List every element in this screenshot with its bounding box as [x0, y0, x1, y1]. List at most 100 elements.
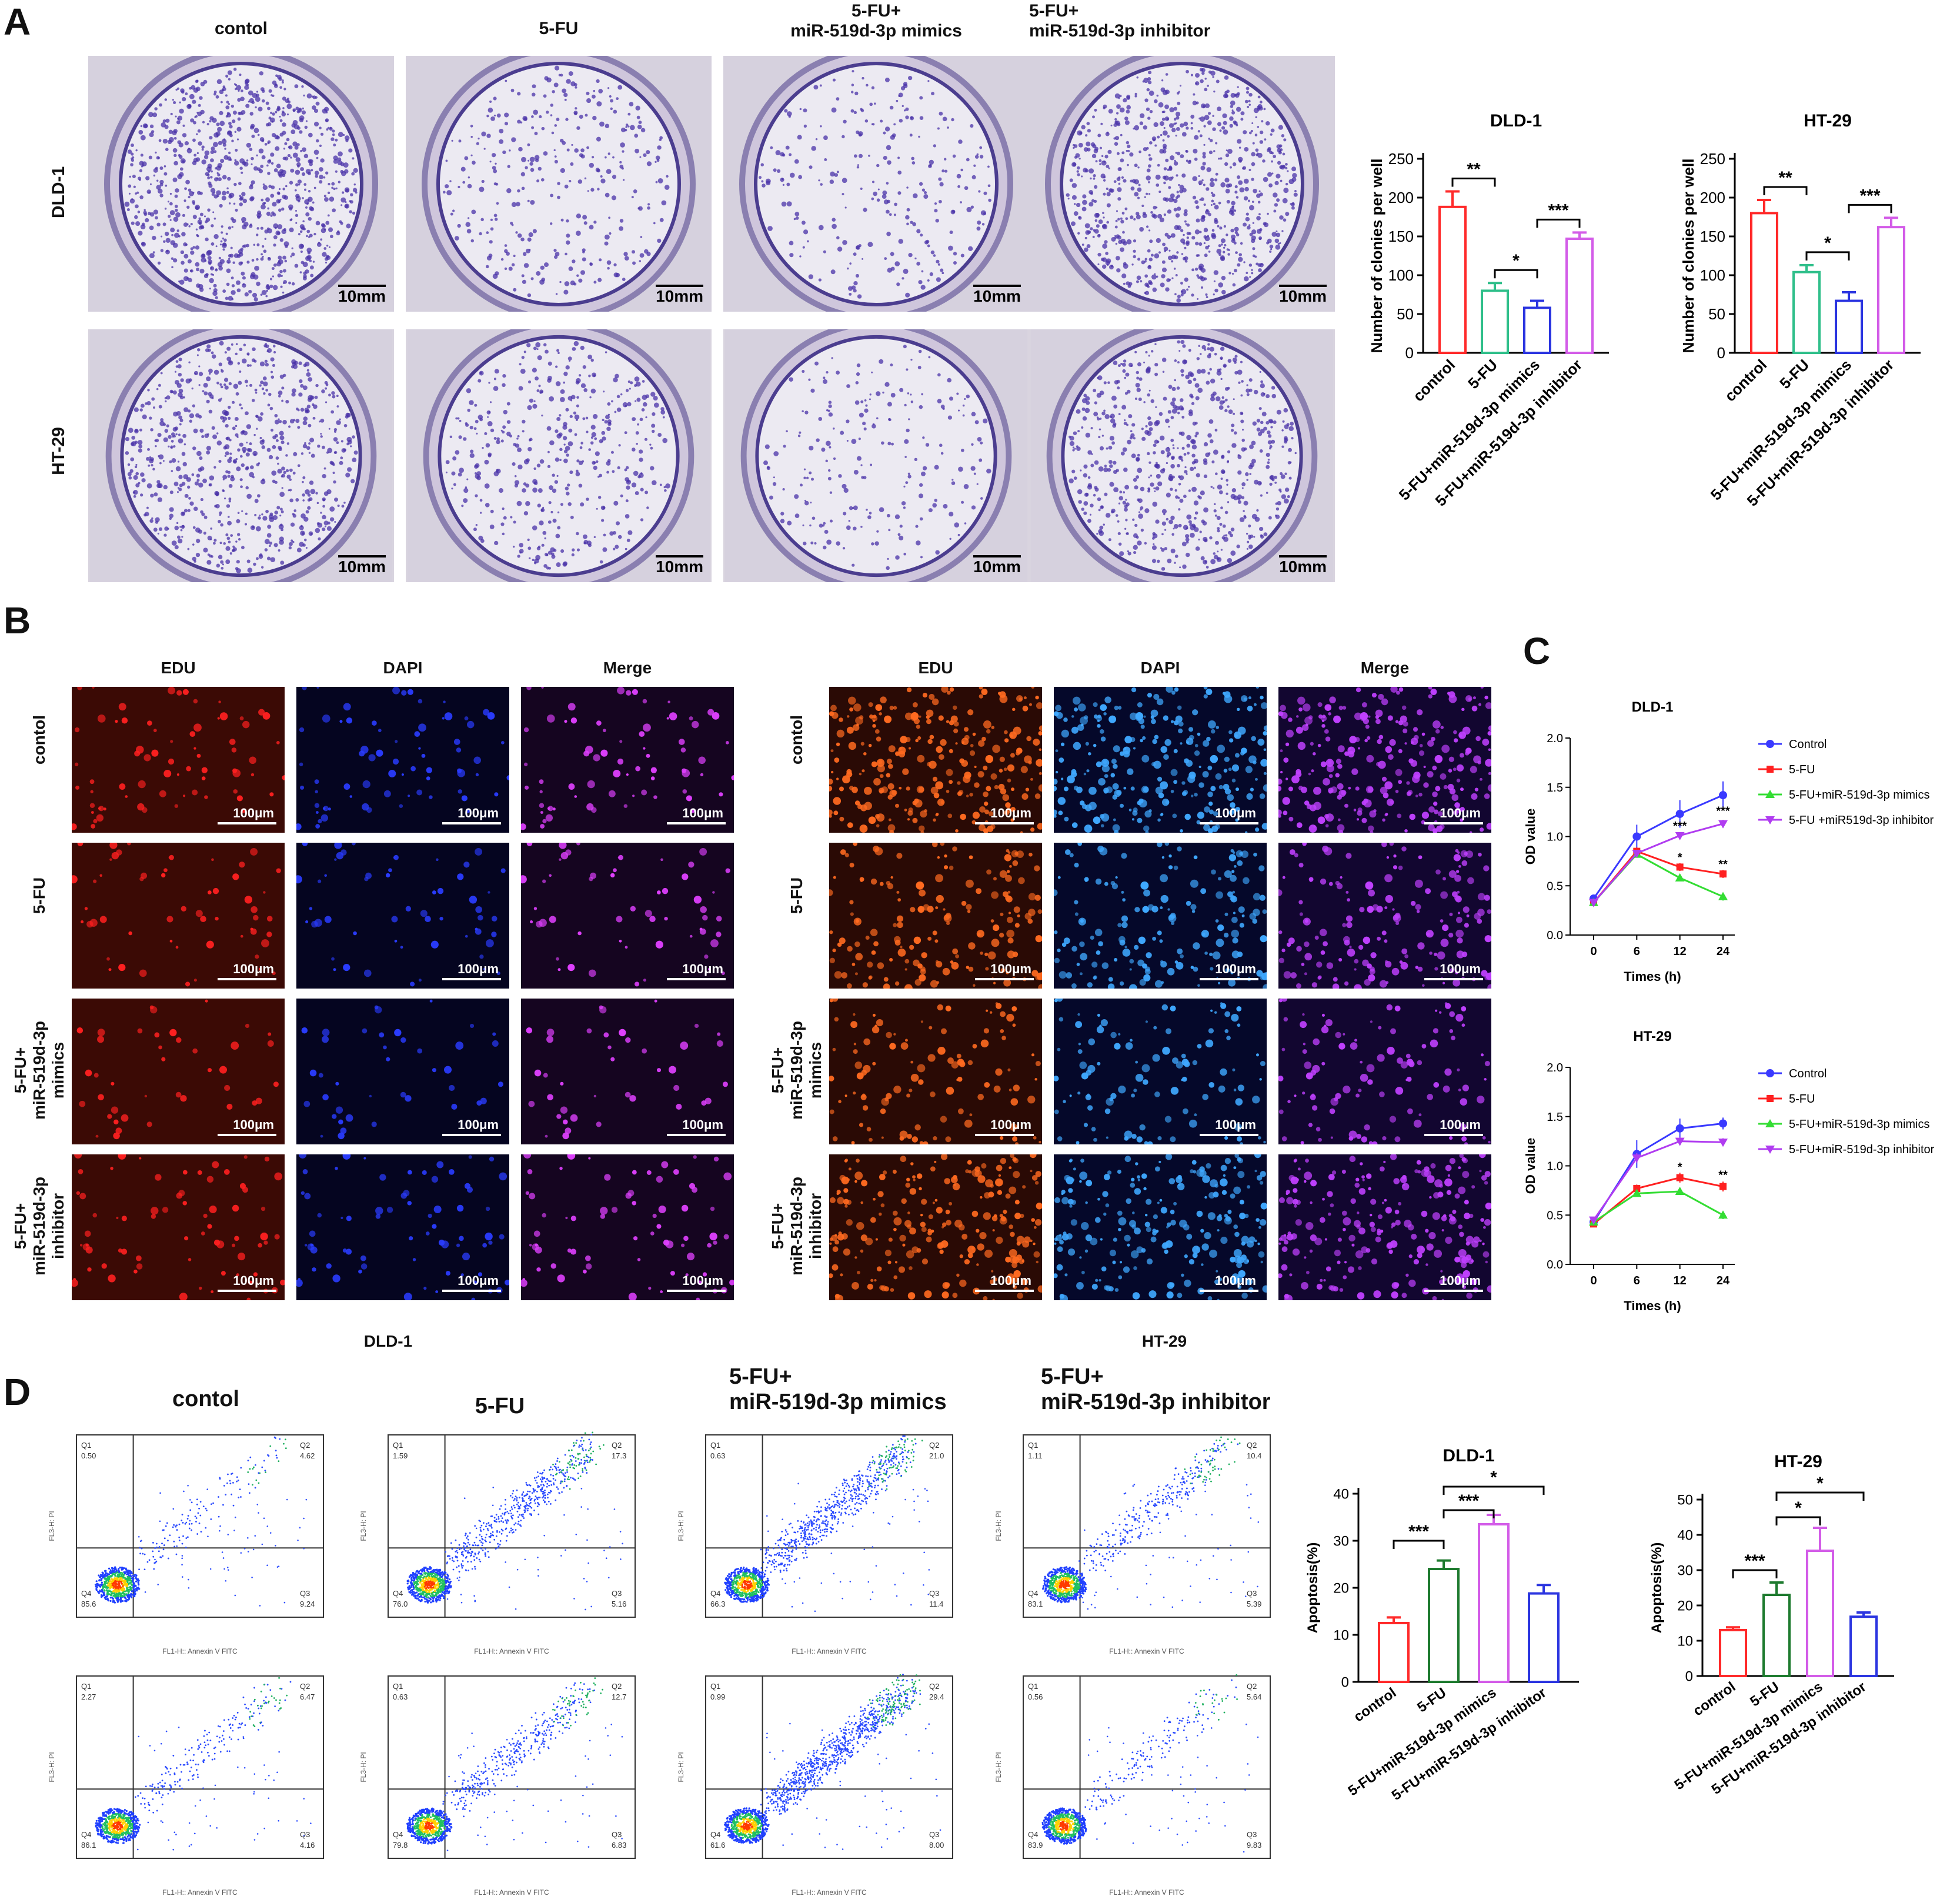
significance-label: *** — [1673, 820, 1687, 833]
scale-bar — [442, 822, 501, 824]
scale-bar-label: 100μm — [233, 1273, 274, 1288]
data-point — [1675, 1187, 1685, 1196]
y-tick-label: 0.0 — [1547, 929, 1563, 942]
y-tick-label: 50 — [1708, 305, 1725, 323]
y-tick-label: 1.0 — [1547, 1160, 1563, 1173]
y-tick-label: 40 — [1677, 1527, 1693, 1543]
series-line — [1592, 794, 1724, 899]
y-tick-label: 200 — [1700, 189, 1725, 206]
scale-bar-label: 10mm — [338, 285, 386, 306]
scale-bar-label: 100μm — [1440, 961, 1481, 976]
significance-label: *** — [1744, 1551, 1765, 1571]
scale-bar-label: 100μm — [1440, 806, 1481, 820]
panel-b-row-label: 5-FU — [30, 877, 48, 914]
significance-bracket — [1536, 218, 1581, 228]
scale-bar-label: 10mm — [338, 555, 386, 576]
flow-cytometry-plot: Q1 0.63 Q2 21.0 Q3 11.4 Q4 66.3 FL1-H:: Annexin … — [670, 1429, 970, 1658]
scale-bar-label: 100μm — [682, 961, 723, 976]
fluorescence-image: 100μm — [1054, 999, 1267, 1144]
significance-label: *** — [1548, 201, 1568, 220]
panel-b-row-label: 5-FU+ miR-519d-3p inhibitor — [11, 1176, 67, 1276]
scale-bar-label: 100μm — [458, 961, 499, 976]
series-line — [1593, 1177, 1724, 1225]
scale-bar — [1200, 822, 1258, 824]
data-point — [1632, 849, 1642, 858]
colony-dish-image: 10mm — [406, 329, 712, 582]
scale-bar — [442, 978, 501, 980]
scale-bar-label: 100μm — [682, 806, 723, 820]
significance-bracket — [1775, 1516, 1821, 1525]
panel-d-col-title-1: 5-FU — [475, 1394, 525, 1418]
panel-b-row-label: 5-FU+ miR-519d-3p mimics — [769, 1020, 824, 1120]
x-tick-label: 6 — [1634, 1274, 1640, 1287]
scale-bar-label: 10mm — [656, 555, 703, 576]
bar — [1481, 289, 1509, 354]
y-tick-label: 20 — [1333, 1580, 1349, 1596]
scale-bar-label: 100μm — [990, 1117, 1031, 1132]
y-tick-label: 250 — [1388, 150, 1414, 168]
data-point — [1675, 873, 1685, 882]
scale-bar-label: 100μm — [990, 806, 1031, 820]
y-axis-label: Number of clonies per well — [1679, 159, 1697, 353]
fluorescence-image: 100μm — [829, 1154, 1042, 1300]
panel-b-channel-title: Merge — [1360, 659, 1410, 677]
x-tick-label: 0 — [1590, 945, 1597, 958]
fluorescence-image: 100μm — [829, 999, 1042, 1144]
scale-bar-label: 100μm — [1215, 1117, 1256, 1132]
significance-label: * — [1678, 851, 1682, 864]
bar — [1762, 1594, 1791, 1677]
scale-bar-label: 10mm — [1279, 555, 1327, 576]
data-point — [1676, 1174, 1684, 1181]
significance-bracket — [1848, 203, 1892, 213]
bar — [1792, 271, 1821, 354]
scale-bar-label: 100μm — [1440, 1117, 1481, 1132]
significance-bracket — [1451, 177, 1496, 187]
series-line — [1592, 823, 1724, 903]
scale-bar — [442, 1290, 501, 1292]
scale-bar — [975, 1134, 1034, 1136]
scale-bar-label: 100μm — [233, 806, 274, 820]
scale-bar-label: 10mm — [1279, 285, 1327, 306]
chart-title: DLD-1 — [1443, 1446, 1494, 1465]
y-tick-label: 30 — [1333, 1533, 1349, 1549]
scale-bar-label: 100μm — [458, 1273, 499, 1288]
significance-label: * — [1512, 251, 1520, 271]
legend-marker — [1765, 1146, 1775, 1154]
colony-dish-image: 10mm — [1029, 329, 1335, 582]
scale-bar-label: 10mm — [973, 285, 1021, 306]
y-tick-label: 1.0 — [1547, 831, 1563, 844]
panel-letter-b: B — [4, 599, 31, 642]
y-tick-label: 30 — [1677, 1563, 1693, 1578]
significance-label: * — [1678, 1161, 1682, 1174]
significance-label: ** — [1718, 1168, 1728, 1181]
bar — [1378, 1622, 1410, 1683]
y-tick-label: 100 — [1388, 266, 1414, 284]
scale-bar — [975, 1290, 1034, 1292]
bar — [1835, 299, 1863, 354]
x-tick-label: 12 — [1674, 945, 1687, 958]
significance-bracket — [1494, 269, 1538, 279]
fluorescence-image: 100μm — [72, 999, 285, 1144]
flow-cytometry-plot: Q1 1.11 Q2 10.4 Q3 5.39 Q4 83.1 FL1-H:: Annexin … — [988, 1429, 1288, 1658]
chart-od-ht29: HT-29 0.0 0.5 1.0 1.5 2.0 0 6 12 24 Times (h) OD va… — [1523, 1029, 1935, 1313]
data-point — [1675, 1137, 1685, 1146]
significance-label: *** — [1458, 1491, 1479, 1511]
legend-marker — [1765, 816, 1775, 824]
significance-label: * — [1824, 233, 1831, 253]
legend-label: Control — [1789, 738, 1827, 751]
data-point — [1589, 1216, 1598, 1225]
fluorescence-image: 100μm — [72, 843, 285, 989]
panel-letter-d: D — [4, 1371, 31, 1413]
legend-label: 5-FU — [1789, 1093, 1815, 1106]
y-tick-label: 10 — [1333, 1627, 1349, 1643]
significance-bracket — [1443, 1485, 1545, 1495]
legend-marker — [1767, 766, 1774, 773]
chart-od-dld1: DLD-1 0.0 0.5 1.0 1.5 2.0 0 6 12 24 Times (h) OD va… — [1523, 699, 1934, 984]
data-point — [1718, 1139, 1728, 1147]
data-point — [1719, 1119, 1727, 1128]
fluorescence-image: 100μm — [1054, 1154, 1267, 1300]
x-tick-label: 24 — [1717, 945, 1730, 958]
panel-d-col-title-3: 5-FU+ miR-519d-3p inhibitor — [1041, 1364, 1271, 1414]
fluorescence-image: 100μm — [1278, 843, 1491, 989]
